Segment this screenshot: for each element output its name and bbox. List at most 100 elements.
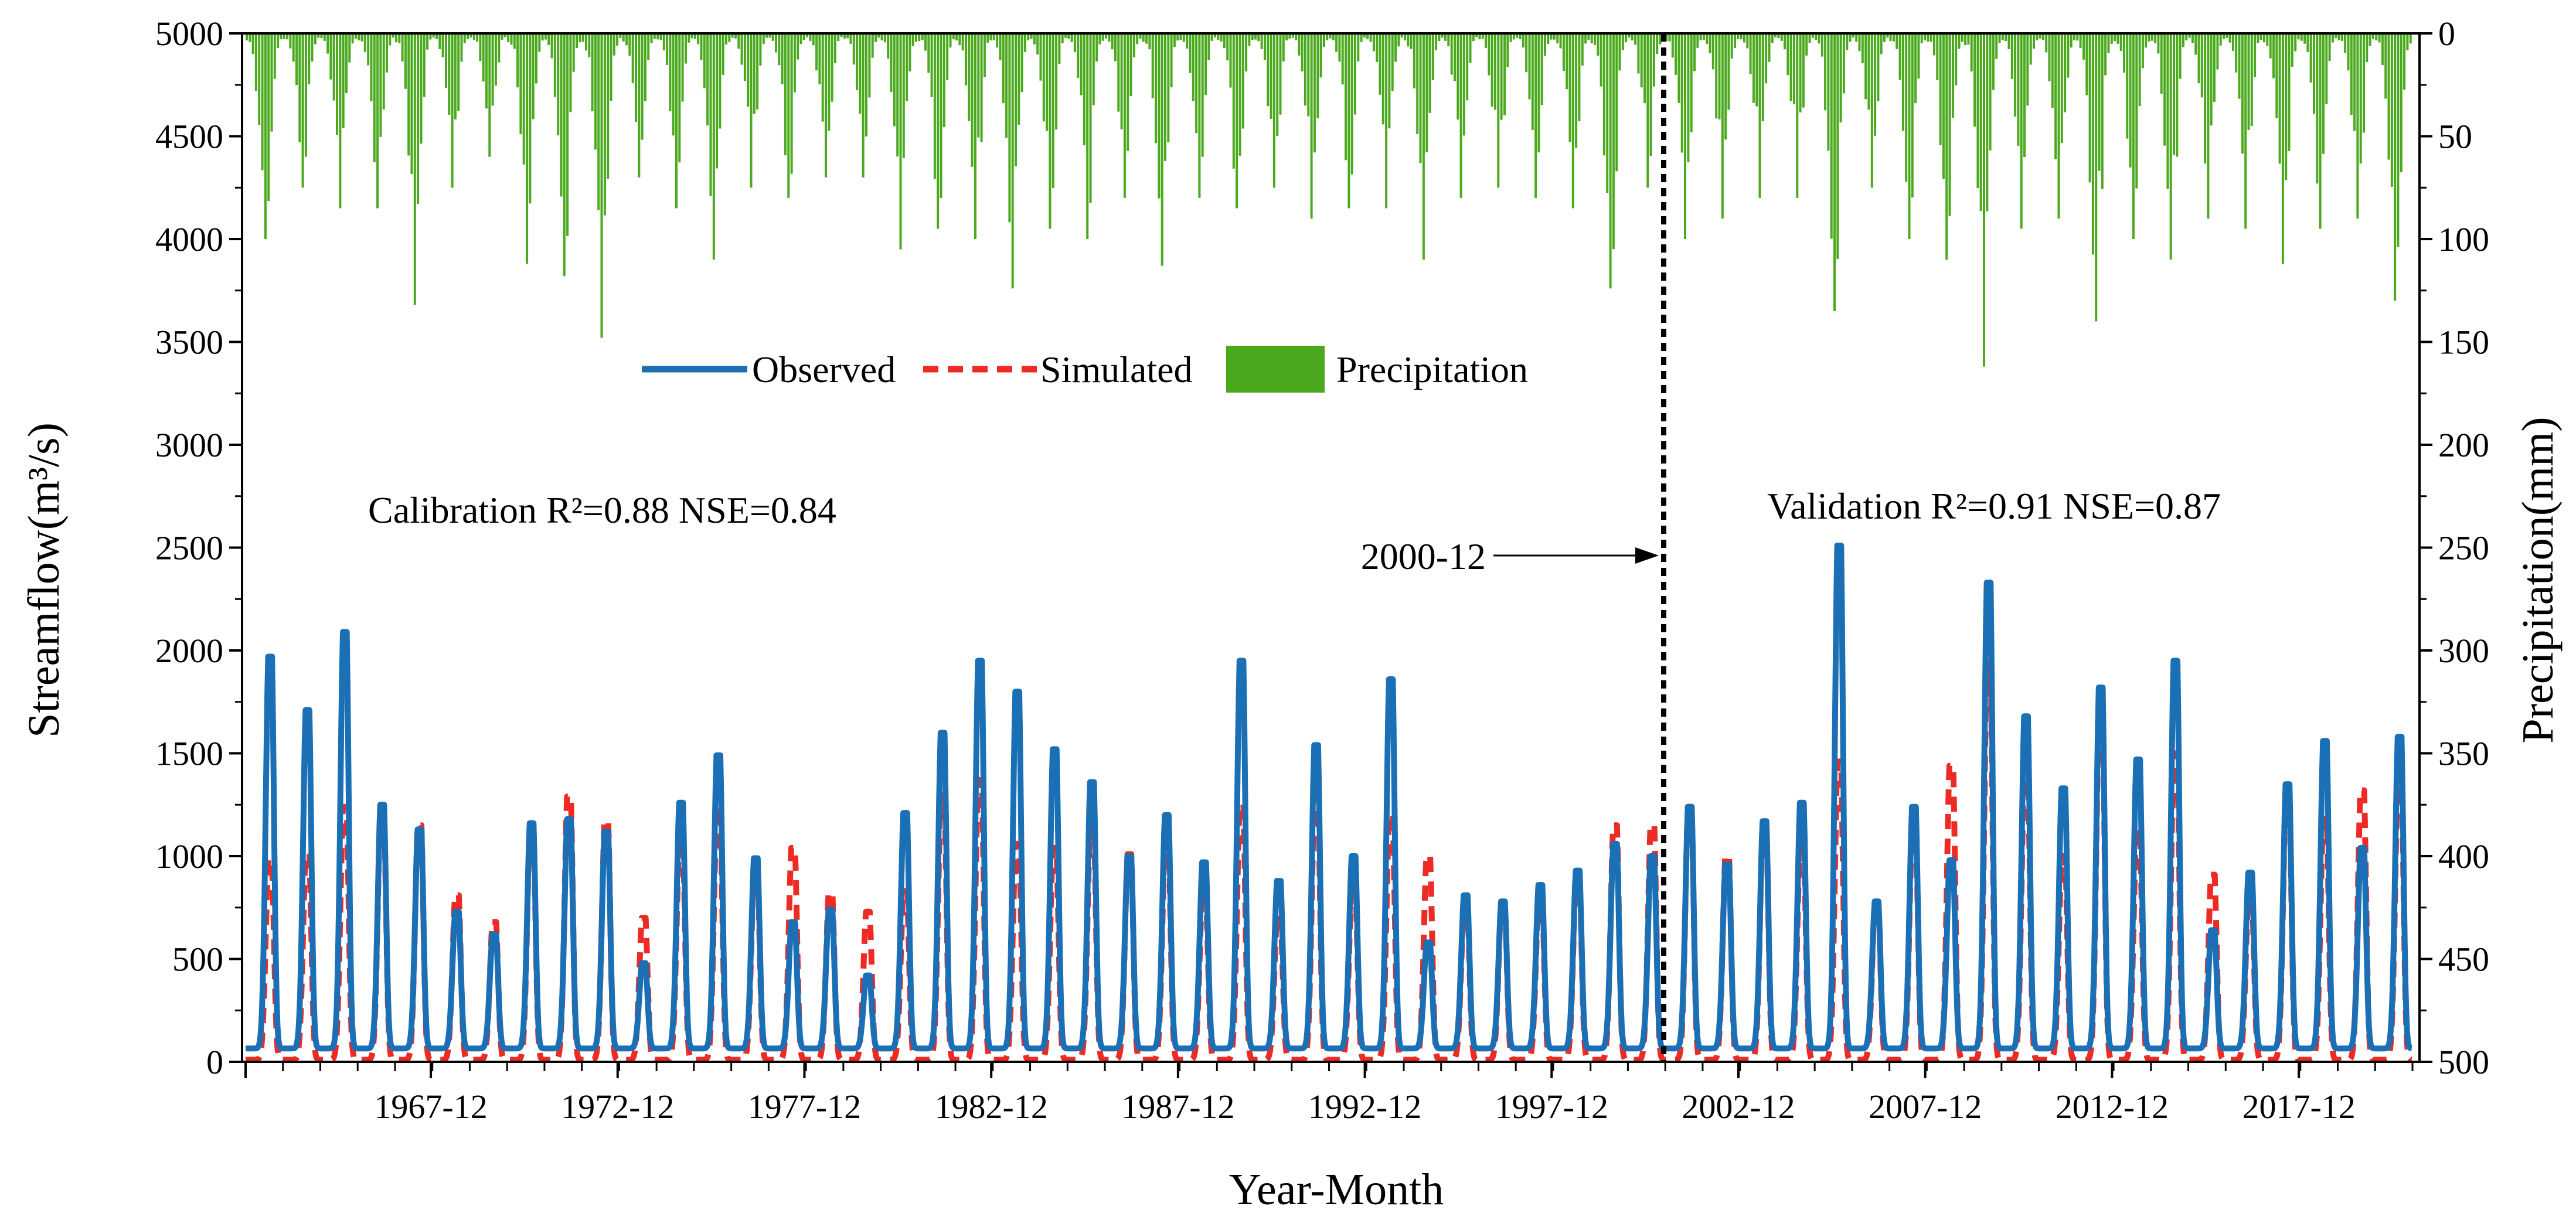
precipitation-bar (2369, 33, 2371, 46)
precipitation-bar (1350, 33, 1353, 175)
y2-tick-label: 350 (2438, 735, 2489, 773)
precipitation-bar (395, 33, 397, 43)
precipitation-bar (719, 33, 722, 129)
precipitation-bar (685, 33, 687, 64)
y-tick-label: 4000 (155, 220, 223, 258)
precipitation-bar (868, 33, 871, 98)
precipitation-bar (983, 33, 986, 77)
precipitation-bar (1067, 33, 1070, 39)
precipitation-bar (600, 33, 603, 338)
x-axis-title: Year-Month (1229, 1165, 1444, 1214)
precipitation-bar (360, 33, 363, 42)
precipitation-bar (1989, 33, 1992, 151)
precipitation-bar (1469, 33, 1472, 63)
precipitation-bar (2309, 33, 2312, 83)
precipitation-bar (1270, 33, 1272, 119)
y-tick-label: 4500 (155, 118, 223, 156)
precipitation-bar (413, 33, 416, 305)
precipitation-bar (392, 33, 394, 38)
precipitation-bar (1354, 33, 1356, 115)
precipitation-bar (529, 33, 532, 204)
precipitation-bar (1394, 33, 1397, 62)
precipitation-bar (1525, 33, 1528, 73)
precipitation-bar (2306, 33, 2309, 52)
precipitation-bar (1441, 33, 1444, 38)
precipitation-bar (1049, 33, 1052, 229)
precipitation-bar (463, 33, 466, 43)
precipitation-bar (802, 33, 805, 40)
precipitation-bar (1734, 33, 1736, 48)
precipitation-bar (2010, 33, 2013, 79)
precipitation-bar (1338, 33, 1341, 62)
precipitation-bar (1861, 33, 1864, 63)
precipitation-bar (503, 33, 506, 38)
precipitation-bar (743, 33, 746, 81)
precipitation-bar (1955, 33, 1958, 86)
precipitation-bar (2347, 33, 2350, 71)
precipitation-bar (2098, 33, 2101, 171)
precipitation-bar (728, 33, 731, 42)
precipitation-bar (1485, 33, 1488, 48)
precipitation-bar (1422, 33, 1425, 260)
precipitation-bar (1345, 33, 1347, 161)
precipitation-bar (1799, 33, 1802, 113)
precipitation-bar (1793, 33, 1795, 104)
precipitation-bar (1578, 33, 1581, 121)
precipitation-bar (731, 33, 734, 38)
precipitation-bar (747, 33, 750, 107)
precipitation-bar (871, 33, 874, 58)
precipitation-bar (1905, 33, 1908, 182)
precipitation-bar (1241, 33, 1244, 129)
precipitation-bar (289, 33, 292, 49)
precipitation-bar (1245, 33, 1248, 71)
precipitation-bar (1073, 33, 1076, 53)
precipitation-bar (363, 33, 366, 52)
precipitation-bar (2114, 33, 2116, 42)
precipitation-bar (277, 33, 280, 48)
y2-axis-title: Precipitation(mm) (2513, 417, 2563, 743)
precipitation-bar (1457, 33, 1459, 120)
precipitation-bar (1052, 33, 1054, 188)
precipitation-bar (703, 33, 706, 88)
precipitation-bar (2285, 33, 2288, 180)
precipitation-bar (1983, 33, 1985, 367)
precipitation-bar (647, 33, 650, 60)
precipitation-bar (1693, 33, 1696, 71)
precipitation-bar (644, 33, 646, 101)
precipitation-bar (1260, 33, 1263, 49)
precipitation-bar (1715, 33, 1718, 119)
precipitation-bar (890, 33, 893, 92)
precipitation-bar (971, 33, 974, 167)
precipitation-bar (1519, 33, 1522, 39)
precipitation-bar (1634, 33, 1637, 45)
precipitation-bar (902, 33, 905, 158)
legend: Observed Simulated Precipitation (642, 346, 1528, 393)
x-tick-label: 1987-12 (1121, 1088, 1234, 1126)
precipitation-bar (541, 33, 544, 41)
precipitation-bar (1478, 33, 1481, 40)
precipitation-bar (1877, 33, 1880, 101)
precipitation-bar (2023, 33, 2026, 157)
precipitation-bar (367, 33, 370, 66)
precipitation-bar (426, 33, 429, 50)
precipitation-bar (1105, 33, 1108, 39)
precipitation-bar (398, 33, 401, 43)
precipitation-bar (1217, 33, 1220, 40)
precipitation-bar (1824, 33, 1827, 111)
precipitation-bar (2244, 33, 2247, 229)
precipitation-bar (688, 33, 690, 43)
precipitation-bar (1587, 33, 1590, 40)
precipitation-bar (1376, 33, 1379, 62)
precipitation-bar (2219, 33, 2222, 46)
precipitation-bar (2163, 33, 2166, 146)
x-tick-label: 2007-12 (1869, 1088, 1982, 1126)
precipitation-bar (877, 33, 880, 38)
precipitation-bar (1360, 33, 1363, 42)
precipitation-bar (1497, 33, 1500, 188)
precipitation-bar (2070, 33, 2073, 48)
precipitation-bar (1491, 33, 1493, 107)
precipitation-bar (2335, 33, 2337, 39)
precipitation-bar (2213, 33, 2216, 102)
precipitation-bar (1117, 33, 1120, 112)
precipitation-bar (2259, 33, 2262, 40)
